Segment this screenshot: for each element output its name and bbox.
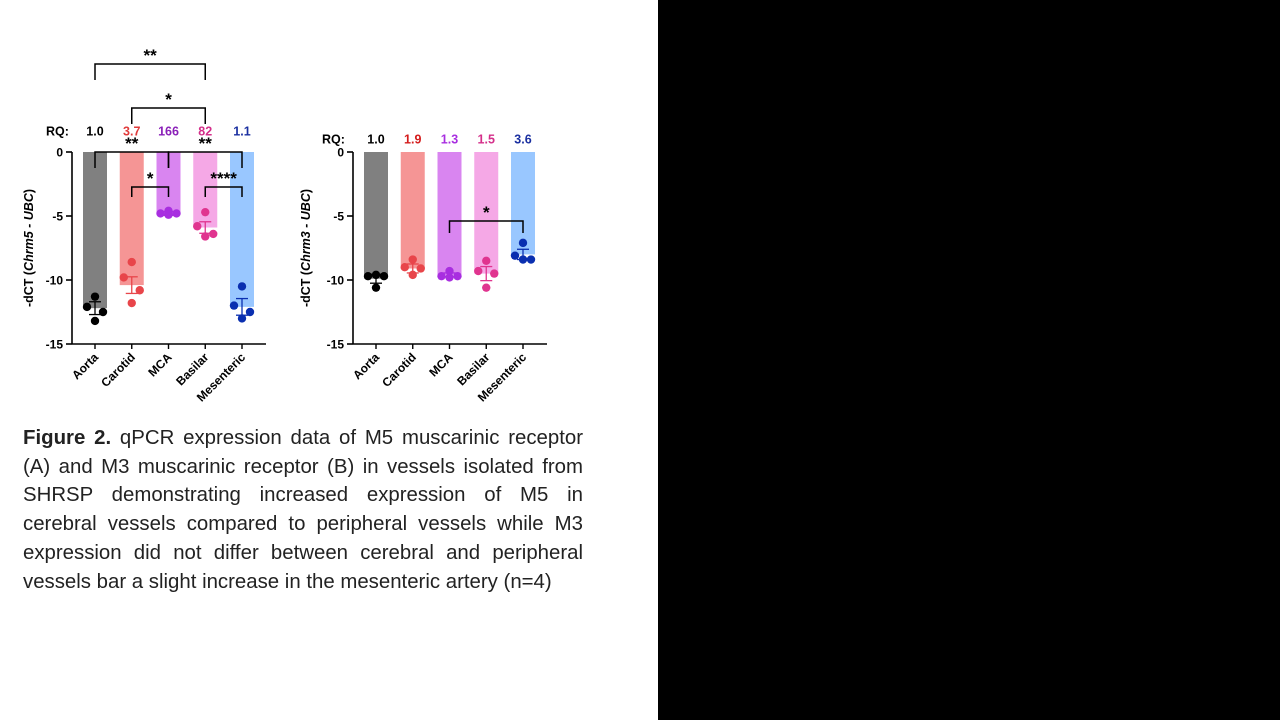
chart-b-data-point-carotid — [400, 263, 409, 272]
chart-b-data-point-aorta — [379, 271, 389, 281]
chart-a-data-point-mca — [164, 210, 173, 219]
chart-b-bar-basilar — [474, 152, 499, 274]
slide-content: 0 -5 -10 -15 Aorta Carotid MCA Basilar Mesenteri… — [22, 46, 584, 596]
chart-a-data-point-mesenteric — [229, 301, 239, 310]
chart-a-x-tick-label: Carotid — [98, 350, 138, 390]
chart-b-y-tick-label: -10 — [327, 274, 345, 288]
chart-a-rq-value: 166 — [158, 125, 179, 139]
chart-b-x-tick-label: Carotid — [379, 350, 419, 390]
chart-a-data-point-aorta — [90, 316, 100, 326]
chart-a-data-point-aorta — [90, 292, 100, 301]
chart-a-significance-label: ** — [144, 46, 158, 65]
chart-b-data-point-mesenteric — [510, 251, 520, 260]
chart-b-data-point-aorta — [371, 283, 381, 292]
chart-b-data-point-mca — [453, 271, 462, 281]
chart-b-data-point-mesenteric — [518, 255, 528, 264]
chart-a-data-point-basilar — [201, 232, 210, 241]
chart-a-significance-label: * — [147, 169, 154, 188]
chart-a-significance-label: **** — [210, 169, 237, 188]
chart-a-significance-bracket — [167, 151, 243, 168]
chart-a-data-point-mesenteric — [237, 314, 247, 323]
chart-a-rq-value: 1.1 — [233, 125, 250, 139]
chart-a-y-tick-label: -10 — [46, 274, 64, 288]
chart-a-significance-bracket — [131, 107, 206, 124]
chart-a-data-point-carotid — [127, 257, 136, 267]
chart-b-data-point-mesenteric — [518, 238, 528, 248]
chart-a-bar-aorta — [83, 152, 107, 309]
chart-a-data-point-carotid — [119, 273, 128, 282]
chart-a-data-point-carotid — [127, 298, 136, 308]
chart-a-rq-label: RQ: — [46, 125, 69, 139]
chart-b-rq-value: 3.6 — [514, 133, 531, 147]
chart-b-x-tick-label: Aorta — [350, 350, 382, 382]
chart-b-data-point-aorta — [371, 270, 381, 280]
chart-a-data-point-mesenteric — [245, 307, 255, 317]
chart-b-data-point-mca — [445, 273, 454, 282]
chart-a-bar-mesenteric — [230, 152, 254, 307]
caption-label: Figure 2. — [23, 427, 112, 449]
chart-b-x-tick-label: MCA — [426, 350, 455, 379]
chart-a-rq-value: 3.7 — [123, 125, 140, 139]
chart-b-data-point-basilar — [474, 266, 483, 276]
chart-b-data-point-mesenteric — [526, 255, 536, 264]
chart-b-bar-mesenteric — [511, 152, 535, 255]
chart-b-significance-label: * — [483, 203, 490, 222]
chart-b-data-point-aorta — [363, 271, 373, 281]
chart-b-data-point-basilar — [482, 283, 491, 292]
chart-a-x-tick-label: Aorta — [69, 350, 101, 382]
chart-b-y-tick-label: -5 — [333, 210, 344, 224]
chart-a-data-point-aorta — [82, 302, 92, 312]
chart-b-data-point-basilar — [482, 256, 491, 265]
chart-a-rq-value: 1.0 — [86, 125, 103, 139]
chart-a-data-point-mca — [156, 209, 165, 218]
chart-a-significance-label: ** — [199, 134, 213, 153]
chart-a-data-point-mca — [172, 209, 181, 218]
chart-a-data-point-basilar — [209, 229, 218, 239]
chart-b-data-point-carotid — [416, 264, 425, 273]
chart-a-significance-bracket — [131, 186, 170, 197]
chart-a-significance-label: ** — [125, 134, 139, 153]
chart-b-rq-value: 1.0 — [367, 133, 384, 147]
caption-text: qPCR expression data of M5 muscarinic re… — [23, 427, 584, 593]
chart-a-y-tick-label: -15 — [46, 338, 64, 352]
chart-b-data-point-basilar — [490, 269, 499, 278]
chart-a-rq-value: 82 — [198, 125, 212, 139]
chart-b-y-tick-label: -15 — [327, 338, 345, 352]
chart-a-y-tick-label: -5 — [52, 210, 63, 224]
chart-b-bar-aorta — [364, 152, 388, 279]
chart-b-bar-carotid — [400, 152, 425, 269]
chart-b-data-point-mca — [445, 266, 454, 276]
chart-a-data-point-carotid — [135, 286, 144, 295]
chart-b-y-axis-label: -dCT (Chrm3 - UBC) — [299, 189, 313, 307]
chart-a-y-tick-label: 0 — [56, 146, 63, 160]
chart-b-rq-value: 1.3 — [441, 133, 458, 147]
chart-b-y-tick-label: 0 — [337, 146, 344, 160]
figure-caption: Figure 2. qPCR expression data of M5 mus… — [23, 424, 583, 596]
chart-b-data-point-carotid — [408, 255, 417, 264]
chart-b-bar-mca — [437, 152, 462, 275]
chart-b-rq-label: RQ: — [322, 133, 345, 147]
chart-a-data-point-mesenteric — [237, 282, 247, 291]
chart-a-data-point-basilar — [193, 222, 202, 231]
chart-b-rq-value: 1.9 — [404, 133, 421, 147]
chart-a-significance-bracket — [204, 186, 243, 197]
chart-a-x-tick-label: MCA — [145, 350, 174, 379]
chart-b-data-point-carotid — [408, 270, 417, 280]
chart-b-significance-bracket — [448, 220, 524, 233]
chart-a-significance-bracket — [94, 63, 206, 80]
black-panel — [658, 0, 1280, 720]
chart-b-data-point-mca — [437, 271, 446, 281]
chart-a-data-point-basilar — [201, 207, 210, 217]
chart-a-y-axis-label: -dCT (Chrm5 - UBC) — [22, 189, 36, 307]
chart-a-significance-label: * — [165, 90, 172, 109]
chart-b-rq-value: 1.5 — [478, 133, 495, 147]
chart-a-data-point-aorta — [98, 307, 108, 317]
